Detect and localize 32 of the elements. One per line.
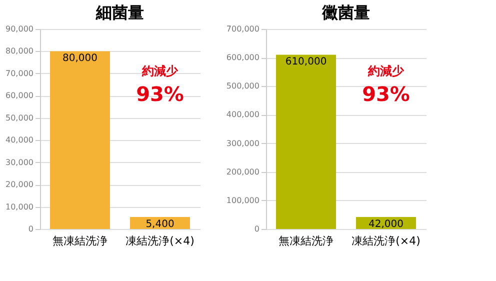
y-tick-label: 0 xyxy=(254,224,260,234)
y-tick-label: 30,000 xyxy=(6,158,34,167)
data-label: 5,400 xyxy=(146,219,174,230)
y-tick-label: 100,000 xyxy=(226,196,260,205)
y-tick-label: 700,000 xyxy=(226,24,260,34)
y-tick-label: 500,000 xyxy=(226,82,260,91)
y-tick-label: 40,000 xyxy=(6,136,34,145)
x-tick-label: 無凍結洗浄 xyxy=(278,234,334,248)
data-label: 610,000 xyxy=(285,56,327,68)
y-tick-label: 600,000 xyxy=(226,53,260,62)
data-label: 42,000 xyxy=(368,219,404,230)
annotation: 約減少 xyxy=(141,64,179,78)
data-label: 80,000 xyxy=(62,53,98,64)
y-tick-label: 60,000 xyxy=(6,91,34,100)
annotation: 93% xyxy=(362,82,410,106)
y-tick-label: 80,000 xyxy=(6,46,34,56)
chart-title: 細菌量 xyxy=(95,3,144,22)
x-tick-label: 無凍結洗浄 xyxy=(52,234,108,248)
y-tick-label: 10,000 xyxy=(6,202,34,212)
y-tick-label: 300,000 xyxy=(226,138,260,148)
y-tick-label: 70,000 xyxy=(6,68,34,78)
annotation: 93% xyxy=(136,82,184,106)
x-tick-label: 凍結洗浄(×4) xyxy=(352,234,420,248)
y-tick-label: 400,000 xyxy=(226,110,260,120)
y-tick-label: 20,000 xyxy=(6,180,34,190)
chart-title: 黴菌量 xyxy=(321,3,370,22)
x-tick-label: 凍結洗浄(×4) xyxy=(126,234,194,248)
y-tick-label: 90,000 xyxy=(6,24,34,34)
y-tick-label: 200,000 xyxy=(226,167,260,176)
annotation: 約減少 xyxy=(367,64,405,78)
y-tick-label: 50,000 xyxy=(6,113,34,122)
y-tick-label: 0 xyxy=(28,224,34,234)
